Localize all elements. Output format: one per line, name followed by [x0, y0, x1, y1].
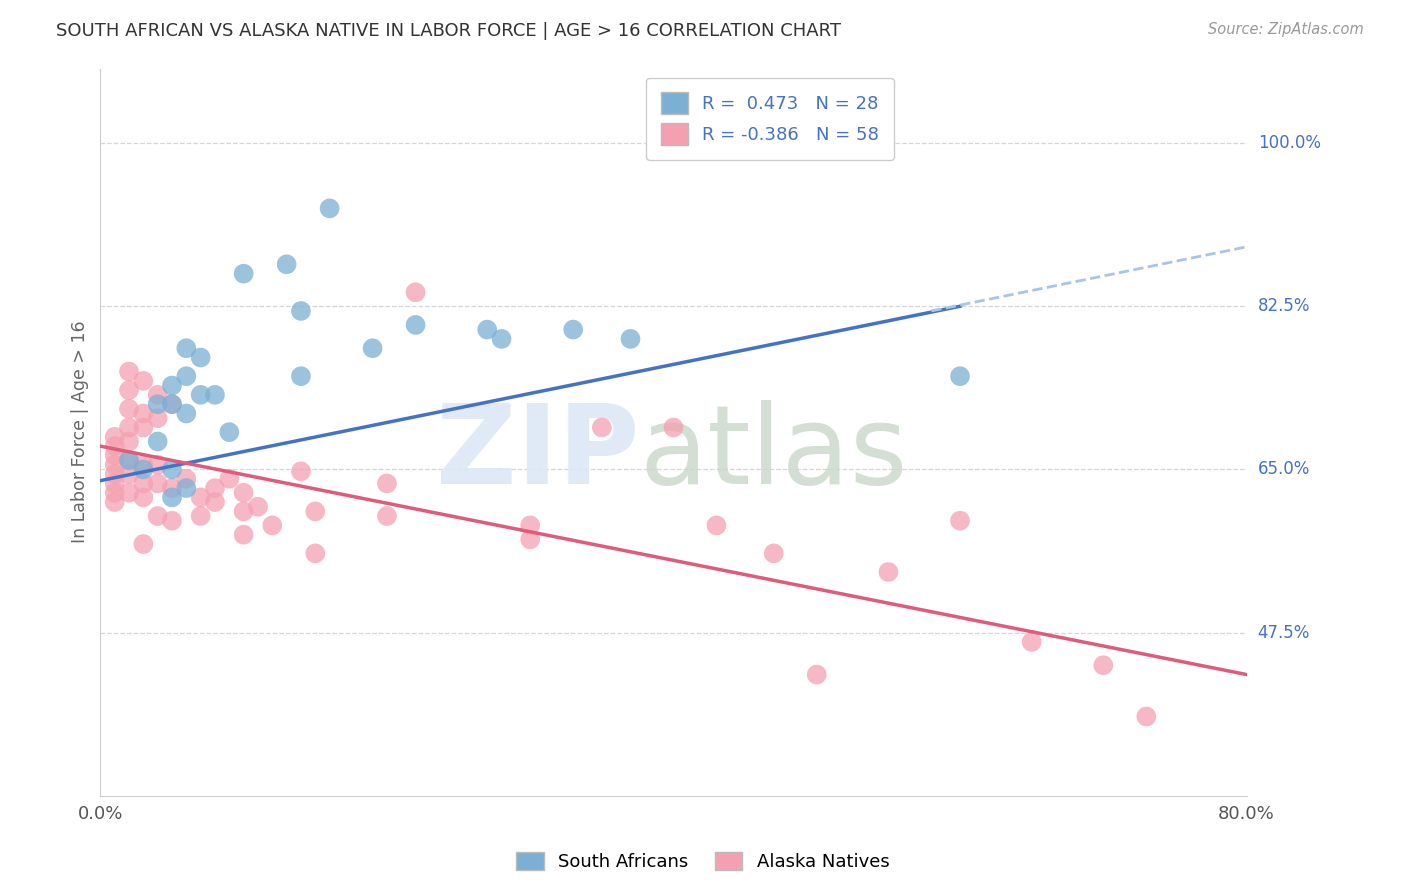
- Point: [562, 322, 585, 336]
- Point: [190, 351, 212, 365]
- Point: [290, 369, 312, 384]
- Point: [146, 434, 169, 449]
- Point: [1092, 658, 1115, 673]
- Point: [132, 374, 155, 388]
- Point: [118, 485, 141, 500]
- Point: [491, 332, 513, 346]
- Point: [118, 453, 141, 467]
- Point: [619, 332, 641, 346]
- Point: [146, 509, 169, 524]
- Point: [290, 464, 312, 478]
- Point: [160, 397, 183, 411]
- Point: [132, 476, 155, 491]
- Point: [762, 546, 785, 560]
- Point: [132, 537, 155, 551]
- Text: ZIP: ZIP: [436, 401, 640, 508]
- Point: [375, 476, 398, 491]
- Point: [806, 667, 828, 681]
- Point: [190, 509, 212, 524]
- Text: 65.0%: 65.0%: [1258, 460, 1310, 478]
- Text: atlas: atlas: [640, 401, 908, 508]
- Point: [118, 453, 141, 467]
- Point: [146, 411, 169, 425]
- Point: [218, 472, 240, 486]
- Point: [232, 527, 254, 541]
- Point: [160, 481, 183, 495]
- Text: 100.0%: 100.0%: [1258, 134, 1320, 153]
- Point: [519, 533, 541, 547]
- Point: [132, 458, 155, 472]
- Point: [662, 420, 685, 434]
- Point: [246, 500, 269, 514]
- Point: [104, 485, 127, 500]
- Point: [118, 420, 141, 434]
- Point: [176, 341, 198, 355]
- Point: [160, 514, 183, 528]
- Point: [290, 304, 312, 318]
- Point: [405, 285, 427, 300]
- Point: [132, 462, 155, 476]
- Point: [949, 369, 972, 384]
- Legend: South Africans, Alaska Natives: South Africans, Alaska Natives: [509, 845, 897, 879]
- Text: SOUTH AFRICAN VS ALASKA NATIVE IN LABOR FORCE | AGE > 16 CORRELATION CHART: SOUTH AFRICAN VS ALASKA NATIVE IN LABOR …: [56, 22, 841, 40]
- Point: [104, 449, 127, 463]
- Point: [204, 495, 226, 509]
- Point: [146, 397, 169, 411]
- Point: [706, 518, 728, 533]
- Point: [304, 504, 326, 518]
- Point: [160, 462, 183, 476]
- Y-axis label: In Labor Force | Age > 16: In Labor Force | Age > 16: [72, 321, 89, 543]
- Point: [262, 518, 284, 533]
- Point: [232, 267, 254, 281]
- Point: [176, 481, 198, 495]
- Point: [104, 458, 127, 472]
- Point: [118, 401, 141, 416]
- Point: [304, 546, 326, 560]
- Point: [218, 425, 240, 439]
- Point: [591, 420, 613, 434]
- Point: [1135, 709, 1157, 723]
- Point: [190, 491, 212, 505]
- Point: [104, 439, 127, 453]
- Point: [132, 420, 155, 434]
- Point: [104, 430, 127, 444]
- Point: [204, 481, 226, 495]
- Point: [132, 407, 155, 421]
- Point: [160, 378, 183, 392]
- Point: [949, 514, 972, 528]
- Point: [132, 491, 155, 505]
- Text: 82.5%: 82.5%: [1258, 297, 1310, 315]
- Point: [104, 495, 127, 509]
- Point: [190, 388, 212, 402]
- Point: [104, 476, 127, 491]
- Point: [405, 318, 427, 332]
- Legend: R =  0.473   N = 28, R = -0.386   N = 58: R = 0.473 N = 28, R = -0.386 N = 58: [647, 78, 894, 160]
- Point: [160, 491, 183, 505]
- Point: [146, 458, 169, 472]
- Point: [519, 518, 541, 533]
- Point: [318, 202, 340, 216]
- Point: [118, 434, 141, 449]
- Point: [361, 341, 384, 355]
- Point: [877, 565, 900, 579]
- Point: [146, 476, 169, 491]
- Point: [1021, 635, 1043, 649]
- Point: [146, 388, 169, 402]
- Point: [118, 467, 141, 481]
- Point: [118, 383, 141, 397]
- Point: [204, 388, 226, 402]
- Text: 47.5%: 47.5%: [1258, 624, 1310, 641]
- Point: [375, 509, 398, 524]
- Point: [176, 407, 198, 421]
- Point: [276, 257, 298, 271]
- Text: Source: ZipAtlas.com: Source: ZipAtlas.com: [1208, 22, 1364, 37]
- Point: [104, 467, 127, 481]
- Point: [232, 485, 254, 500]
- Point: [477, 322, 499, 336]
- Point: [118, 365, 141, 379]
- Point: [176, 472, 198, 486]
- Point: [232, 504, 254, 518]
- Point: [176, 369, 198, 384]
- Point: [160, 397, 183, 411]
